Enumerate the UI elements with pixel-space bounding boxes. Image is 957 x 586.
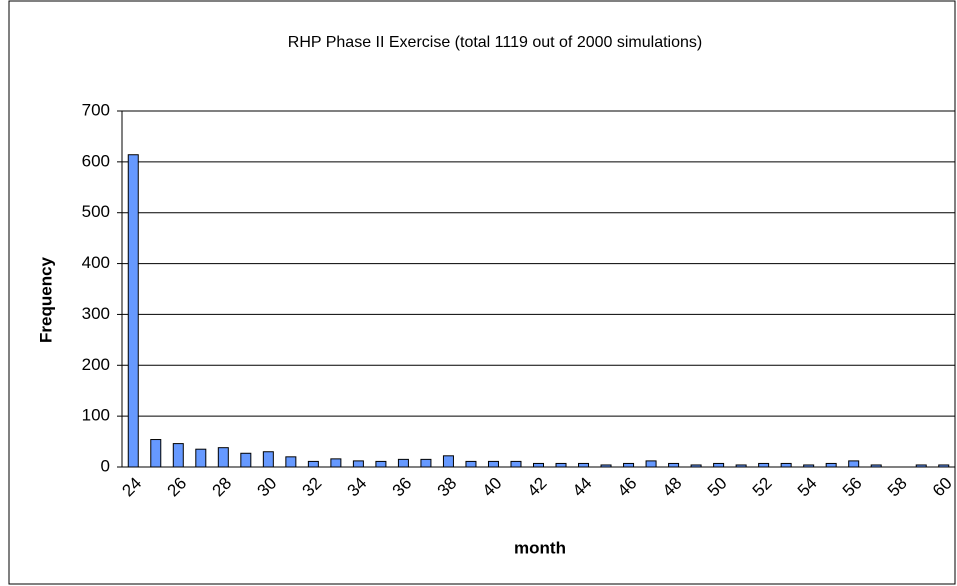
plot-area (121, 110, 956, 468)
bar (352, 460, 364, 468)
y-tick-label: 700 (82, 100, 110, 119)
bar (623, 462, 635, 468)
bar (758, 462, 770, 468)
bar (330, 458, 342, 468)
y-tick-label: 600 (82, 151, 110, 170)
bar (825, 462, 837, 468)
bar (442, 455, 454, 468)
bar (127, 154, 139, 468)
bar (262, 451, 274, 468)
bar (150, 439, 162, 468)
y-tick-label: 500 (82, 202, 110, 221)
y-tick-label: 400 (82, 253, 110, 272)
bar (217, 447, 229, 468)
bar (195, 448, 207, 468)
y-tick-label: 100 (82, 406, 110, 425)
bar (172, 443, 184, 468)
bar (848, 460, 860, 468)
bar (780, 462, 792, 468)
bar (487, 460, 499, 468)
bar (578, 462, 590, 468)
bar (307, 460, 319, 468)
bar (465, 460, 477, 468)
bar (713, 462, 725, 468)
bar (240, 452, 252, 468)
y-tick-label: 0 (101, 456, 110, 475)
bar (555, 462, 567, 468)
bar (668, 462, 680, 468)
bar (420, 458, 432, 468)
bar (375, 460, 387, 468)
y-tick-label: 200 (82, 355, 110, 374)
bar (533, 462, 544, 468)
y-tick-label: 300 (82, 304, 110, 323)
bar (510, 460, 522, 468)
y-axis-title: Frequency (36, 256, 55, 343)
x-axis-title: month (514, 538, 566, 557)
chart-title: RHP Phase II Exercise (total 1119 out of… (288, 34, 702, 51)
bar (645, 460, 657, 468)
bar (397, 458, 409, 468)
bar (285, 456, 297, 468)
